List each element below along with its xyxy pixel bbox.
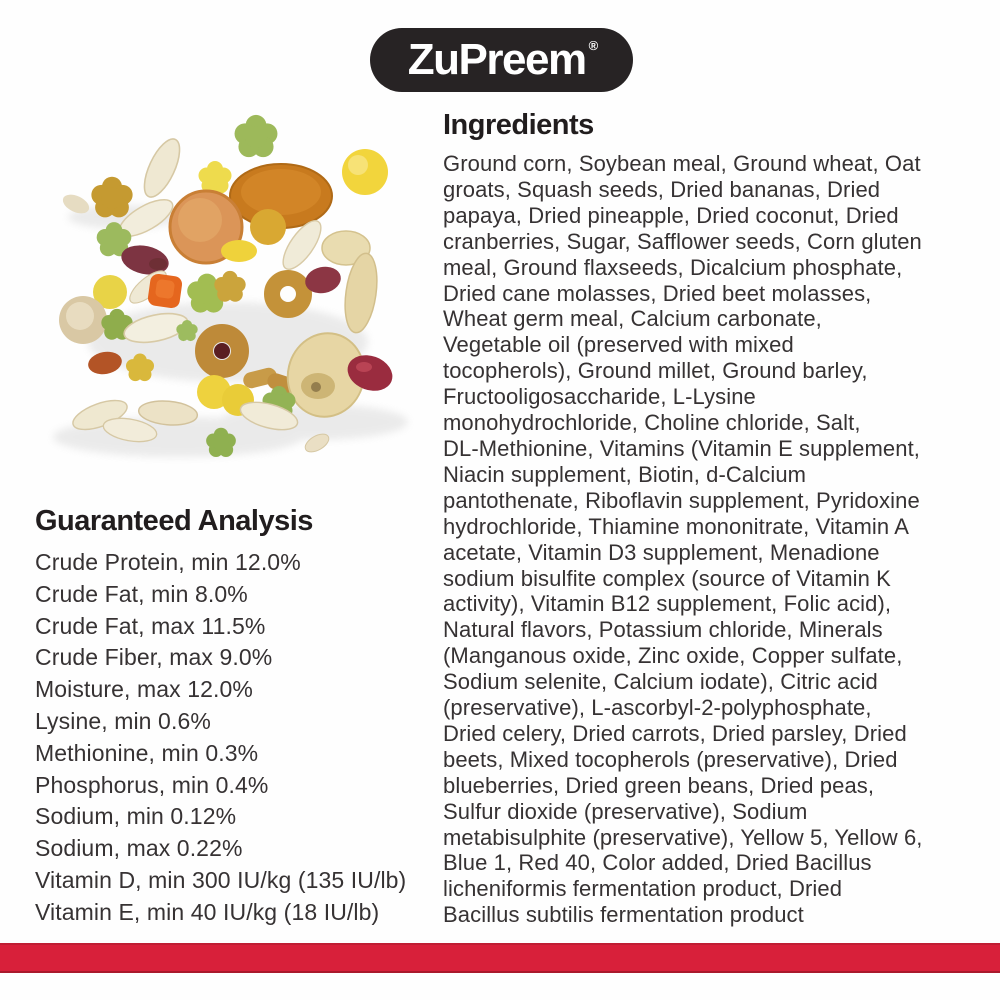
ga-row-methionine: Methionine, min 0.3% [35,739,259,766]
ga-row-lysine: Lysine, min 0.6% [35,707,211,734]
ga-row-vitamin-d: Vitamin D, min 300 IU/kg (135 IU/lb) [35,866,407,893]
ga-row-crude-fiber: Crude Fiber, max 9.0% [35,644,273,671]
bird-food-mix-photo [53,114,408,457]
registered-trademark-icon: ® [588,37,599,53]
ga-row-vitamin-e: Vitamin E, min 40 IU/kg (18 IU/lb) [35,898,380,925]
ga-row-sodium-min: Sodium, min 0.12% [35,803,237,830]
ga-row-crude-fat-max: Crude Fat, max 11.5% [35,612,266,639]
ga-row-crude-fat-min: Crude Fat, min 8.0% [35,580,248,607]
ga-row-phosphorus: Phosphorus, min 0.4% [35,771,269,798]
ingredients-section: Ingredients Ground corn, Soybean meal, G… [443,109,991,928]
ga-row-crude-protein: Crude Protein, min 12.0% [35,549,301,575]
red-accent-bar [0,943,1000,973]
brand-name: ZuPreem [407,35,587,84]
ga-row-sodium-max: Sodium, max 0.22% [35,835,243,862]
zupreem-logo: ZuPreem ® [370,28,633,92]
ga-row-moisture: Moisture, max 12.0% [35,676,253,703]
ingredients-list-text: Ground corn, Soybean meal, Ground wheat,… [443,151,923,928]
guaranteed-analysis-section: Guaranteed Analysis Crude Protein, min 1… [35,505,437,929]
guaranteed-analysis-heading: Guaranteed Analysis [35,505,313,537]
ingredients-heading: Ingredients [443,109,594,141]
